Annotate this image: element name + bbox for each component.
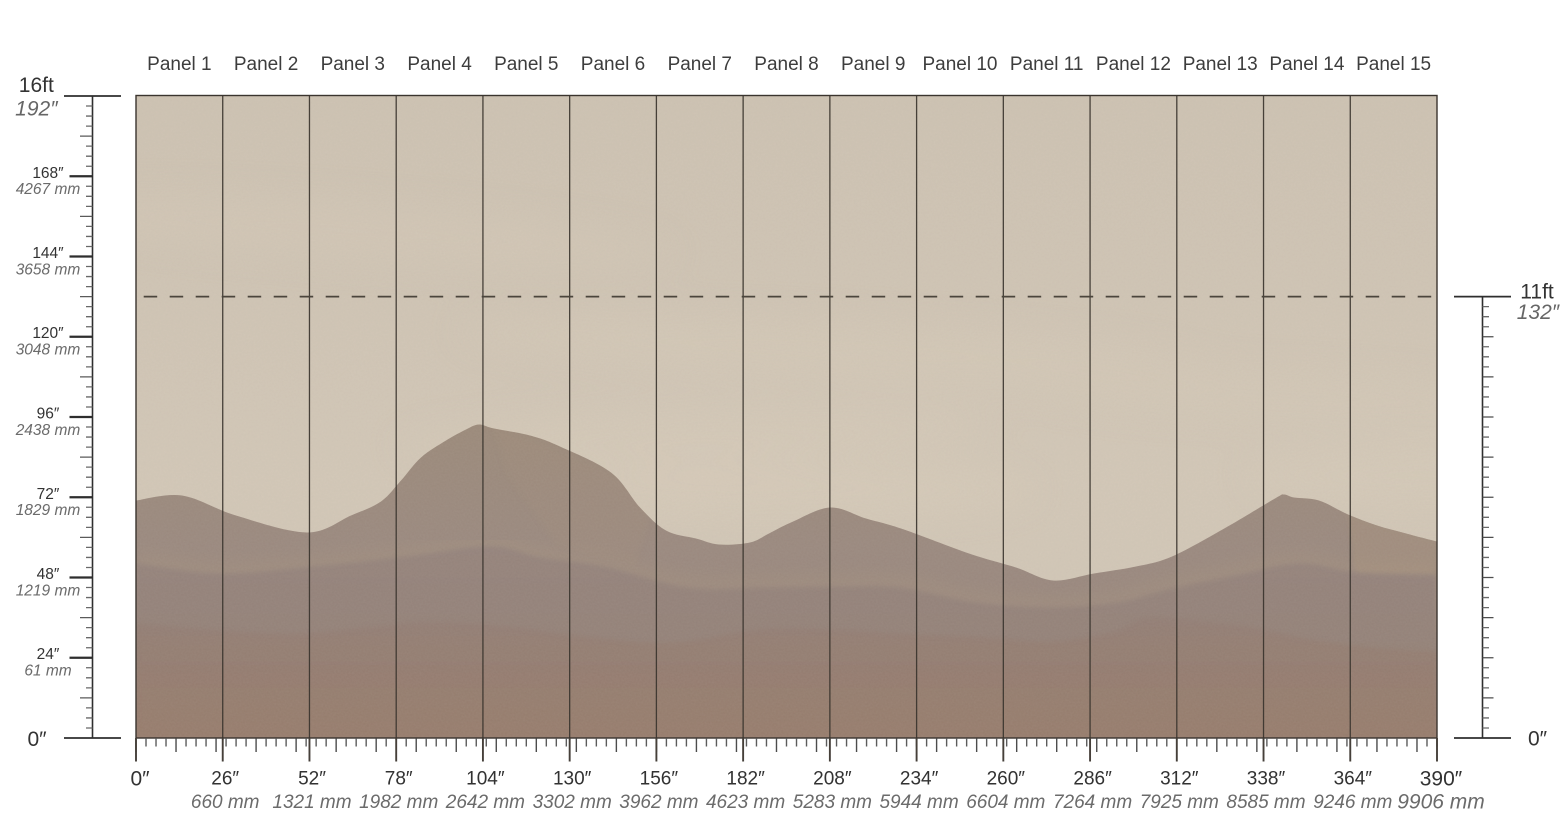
svg-text:Panel 6: Panel 6 <box>581 54 645 75</box>
svg-text:312″: 312″ <box>1160 769 1199 790</box>
svg-text:Panel 15: Panel 15 <box>1356 54 1431 75</box>
svg-text:Panel 1: Panel 1 <box>147 54 211 75</box>
svg-text:234″: 234″ <box>900 769 939 790</box>
svg-text:3302 mm: 3302 mm <box>533 792 612 813</box>
svg-text:52″: 52″ <box>298 769 326 790</box>
svg-text:1982 mm: 1982 mm <box>359 792 438 813</box>
svg-text:0″: 0″ <box>27 728 47 751</box>
svg-text:8585 mm: 8585 mm <box>1226 792 1305 813</box>
svg-text:156″: 156″ <box>640 769 679 790</box>
svg-text:0″: 0″ <box>130 768 150 791</box>
svg-text:6604 mm: 6604 mm <box>966 792 1045 813</box>
svg-text:4267 mm: 4267 mm <box>16 181 81 198</box>
svg-text:Panel 12: Panel 12 <box>1096 54 1171 75</box>
svg-text:130″: 130″ <box>553 769 592 790</box>
svg-text:Panel 14: Panel 14 <box>1269 54 1344 75</box>
svg-text:7264 mm: 7264 mm <box>1053 792 1132 813</box>
svg-text:61 mm: 61 mm <box>24 663 71 680</box>
svg-text:72″: 72″ <box>37 486 60 503</box>
svg-text:660 mm: 660 mm <box>191 792 260 813</box>
svg-text:11ft: 11ft <box>1520 281 1554 304</box>
svg-text:26″: 26″ <box>211 769 239 790</box>
svg-text:48″: 48″ <box>37 566 60 583</box>
svg-text:96″: 96″ <box>37 406 60 423</box>
svg-text:1219 mm: 1219 mm <box>16 582 81 599</box>
svg-text:5944 mm: 5944 mm <box>879 792 958 813</box>
svg-text:Panel 11: Panel 11 <box>1010 54 1084 75</box>
svg-text:144″: 144″ <box>32 245 64 262</box>
svg-text:0″: 0″ <box>1528 728 1548 751</box>
svg-text:3658 mm: 3658 mm <box>16 261 81 278</box>
svg-text:260″: 260″ <box>987 769 1026 790</box>
svg-text:3962 mm: 3962 mm <box>619 792 698 813</box>
svg-text:7925 mm: 7925 mm <box>1140 792 1219 813</box>
svg-text:24″: 24″ <box>37 646 60 663</box>
svg-text:Panel 2: Panel 2 <box>234 54 298 75</box>
svg-text:Panel 3: Panel 3 <box>321 54 385 75</box>
svg-text:390″: 390″ <box>1420 768 1463 791</box>
svg-text:Panel 10: Panel 10 <box>922 54 997 75</box>
svg-text:1321 mm: 1321 mm <box>272 792 351 813</box>
svg-text:Panel 9: Panel 9 <box>841 54 905 75</box>
svg-text:Panel 8: Panel 8 <box>754 54 818 75</box>
svg-text:Panel 13: Panel 13 <box>1183 54 1258 75</box>
svg-text:16ft: 16ft <box>19 74 54 97</box>
svg-text:364″: 364″ <box>1334 769 1373 790</box>
svg-text:182″: 182″ <box>726 769 765 790</box>
svg-text:9906 mm: 9906 mm <box>1397 791 1485 814</box>
svg-text:168″: 168″ <box>32 165 64 182</box>
svg-text:1829 mm: 1829 mm <box>16 502 81 519</box>
svg-text:2438 mm: 2438 mm <box>15 422 81 439</box>
svg-text:2642 mm: 2642 mm <box>445 792 525 813</box>
svg-text:192″: 192″ <box>15 98 59 121</box>
svg-text:9246 mm: 9246 mm <box>1313 792 1392 813</box>
svg-text:120″: 120″ <box>32 325 64 342</box>
svg-text:5283 mm: 5283 mm <box>793 792 872 813</box>
svg-text:132″: 132″ <box>1517 301 1561 324</box>
svg-text:104″: 104″ <box>466 769 505 790</box>
svg-text:4623 mm: 4623 mm <box>706 792 785 813</box>
svg-text:Panel 7: Panel 7 <box>668 54 732 75</box>
svg-text:78″: 78″ <box>385 769 413 790</box>
svg-text:338″: 338″ <box>1247 769 1286 790</box>
svg-text:208″: 208″ <box>813 769 852 790</box>
svg-text:Panel 4: Panel 4 <box>407 54 472 75</box>
svg-text:286″: 286″ <box>1073 769 1112 790</box>
svg-text:3048 mm: 3048 mm <box>16 342 81 359</box>
svg-text:Panel 5: Panel 5 <box>494 54 558 75</box>
